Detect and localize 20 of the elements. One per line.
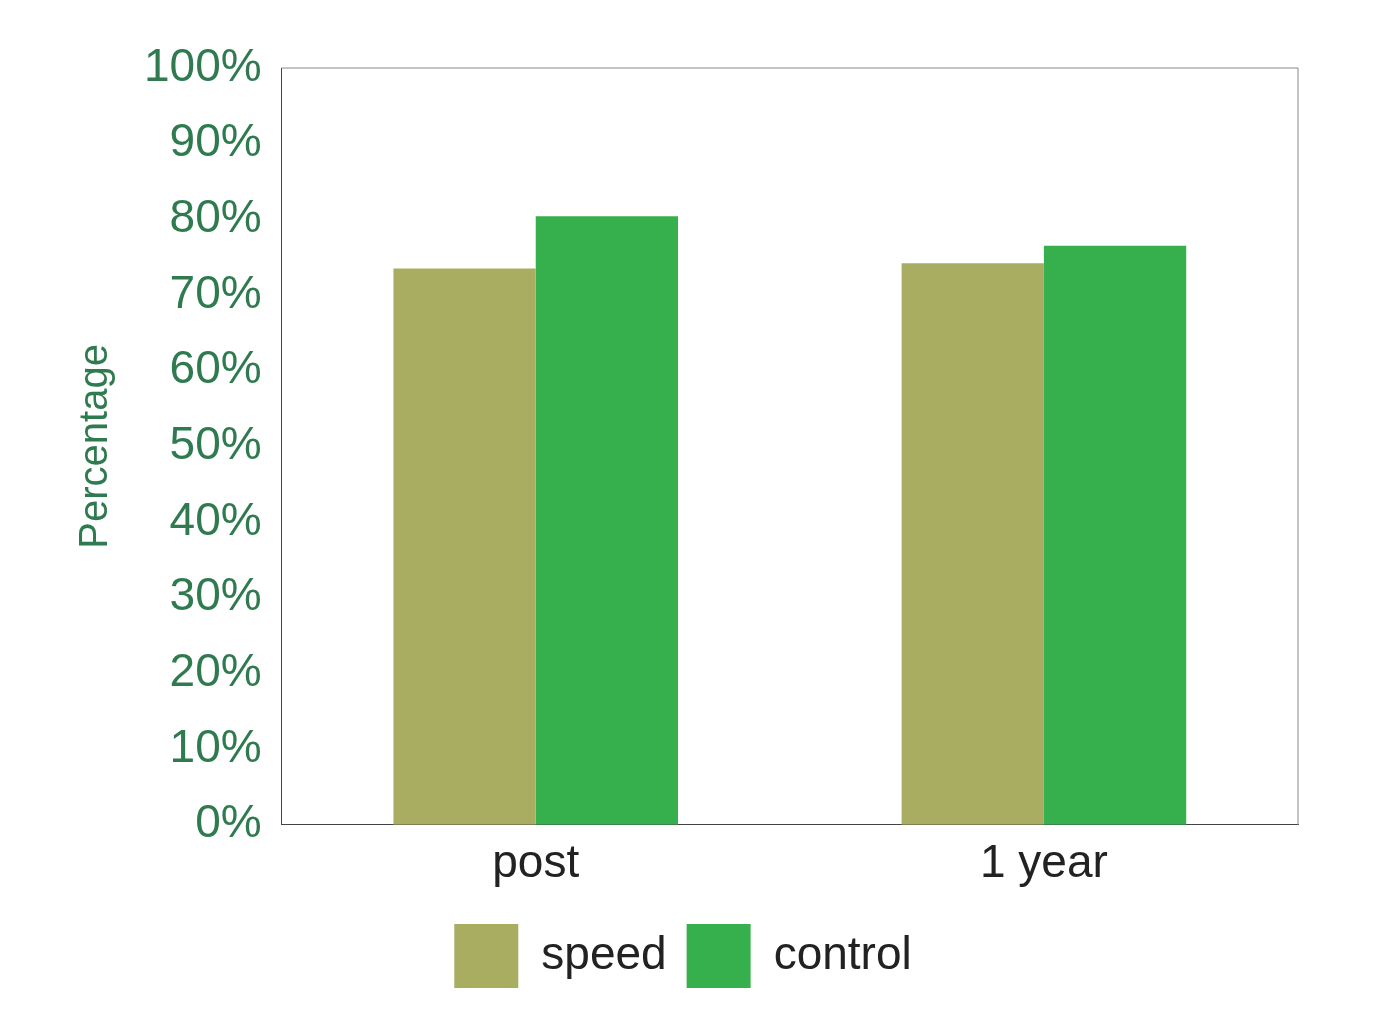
y-axis-title: Percentage [71, 344, 116, 549]
y-tick-label: 40% [169, 492, 262, 545]
x-tick-label: post [492, 835, 580, 888]
y-tick-label: 50% [169, 417, 262, 470]
bar [393, 268, 536, 825]
y-tick-label: 80% [169, 190, 262, 243]
bar [1043, 245, 1187, 825]
y-tick-label: 100% [143, 38, 262, 91]
x-tick-label: 1 year [979, 835, 1108, 888]
y-tick-label: 20% [169, 644, 262, 697]
y-tick-label: 10% [169, 719, 262, 772]
legend-label: speed [541, 926, 667, 979]
bar [535, 216, 679, 825]
y-tick-label: 90% [169, 114, 262, 167]
y-tick-label: 70% [169, 265, 262, 318]
bar [901, 263, 1044, 825]
legend-label: control [773, 926, 912, 979]
y-tick-label: 60% [169, 341, 262, 394]
y-tick-label: 30% [169, 568, 262, 621]
y-tick-label: 0% [195, 795, 262, 848]
